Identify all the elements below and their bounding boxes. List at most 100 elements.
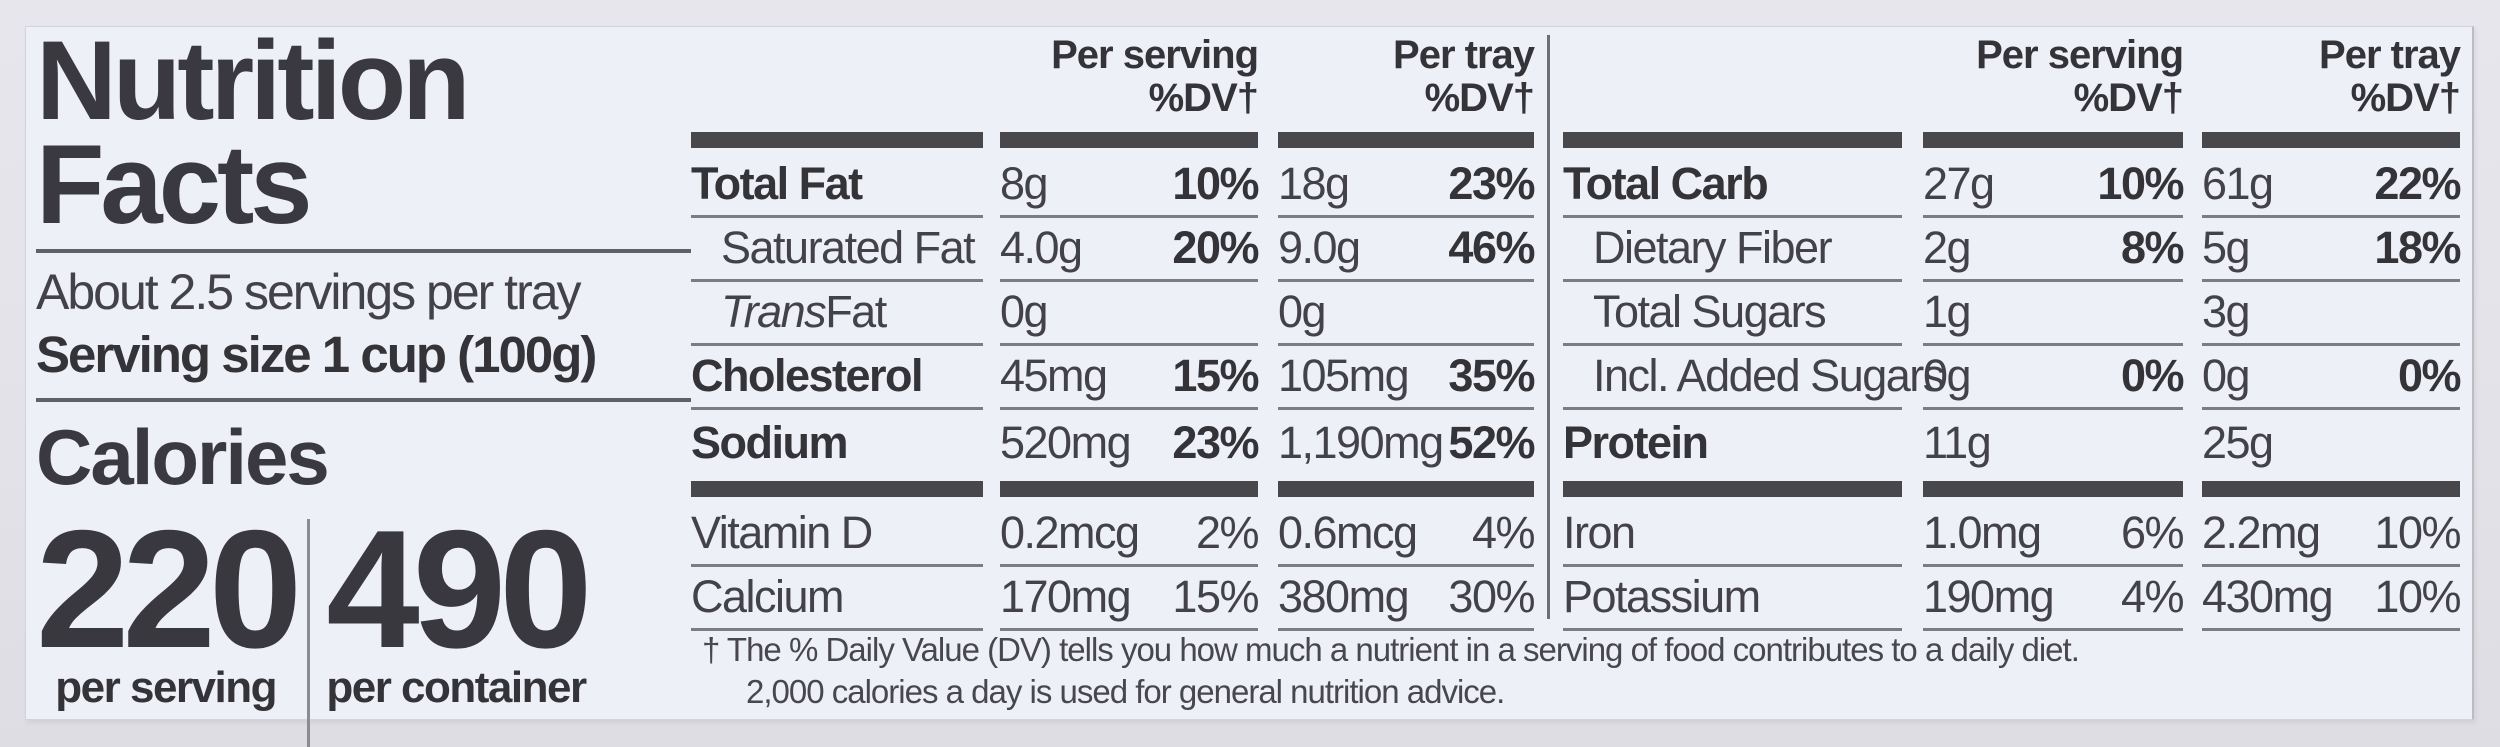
amount-per-tray: 105mg	[1278, 350, 1410, 401]
nutrient-name: Total Fat	[691, 154, 983, 218]
amount-per-tray: 61g	[2202, 158, 2274, 209]
nutrient-row: Potassium 190mg 4% 430mg 10%	[1563, 567, 2461, 631]
nutrient-row: Protein 11g 25g	[1563, 410, 2460, 474]
values-per-tray: 430mg 10%	[2202, 567, 2461, 631]
nutrient-name: Protein	[1563, 417, 1709, 468]
amount-per-tray: 0.6mcg	[1278, 507, 1418, 558]
dv-per-tray: 10%	[2374, 571, 2461, 622]
table-separator-line	[1547, 35, 1550, 619]
calories-values-row: 220 per serving 490 per container	[36, 505, 696, 747]
nutrient-name: Total Sugars	[1563, 282, 1902, 346]
values-per-tray: 0g 0%	[2202, 346, 2462, 410]
values-per-tray: 3g	[2202, 282, 2460, 346]
divider-bar-segment	[1278, 131, 1534, 148]
amount-per-tray: 5g	[2202, 222, 2251, 273]
amount-per-serving: 11g	[1923, 417, 1992, 468]
values-per-serving: 520mg 23%	[1000, 410, 1259, 474]
amount-per-serving: 170mg	[1000, 571, 1132, 622]
footnote-line1: † The % Daily Value (DV) tells you how m…	[702, 631, 2080, 668]
divider-bar-segment	[2202, 131, 2460, 148]
nutrient-row: Saturated Fat 4.0g 20% 9.0g 46%	[691, 218, 1535, 282]
calories-per-container-block: 490 per container	[326, 505, 592, 747]
nutrient-name: Vitamin D	[691, 503, 983, 567]
nutrient-name-italic: Trans	[721, 286, 827, 337]
servings-per-container-text: About 2.5 servings per tray	[36, 264, 582, 321]
values-per-tray: 9.0g 46%	[1278, 218, 1535, 282]
values-per-serving: 170mg 15%	[1000, 567, 1259, 631]
dv-per-serving: 15%	[1172, 350, 1259, 401]
nutrient-row: Calcium 170mg 15% 380mg 30%	[691, 567, 1535, 631]
nutrient-row: Trans Fat 0g 0g	[691, 282, 1534, 346]
dv-per-serving: 10%	[2097, 158, 2184, 209]
dv-header-text: %DV†	[2073, 75, 2184, 120]
divider-rule	[36, 249, 691, 254]
dv-per-serving: 6%	[2120, 507, 2185, 558]
dv-per-tray: 23%	[1448, 158, 1535, 209]
nutrient-name: Total Carb	[1563, 154, 1902, 218]
values-per-tray: 1,190mg 52%	[1278, 410, 1535, 474]
amount-per-serving: 1.0mg	[1923, 507, 2042, 558]
nutrient-name: Dietary Fiber	[1563, 218, 1902, 282]
dv-per-serving: 23%	[1172, 417, 1259, 468]
nutrient-table-carbs-protein-minerals: Per serving %DV† Per tray %DV† Total Car…	[1563, 33, 2462, 631]
divider-bar-segment	[691, 131, 983, 148]
per-tray-header: Per tray %DV†	[1278, 34, 1535, 125]
nutrient-row: Incl. Added Sugars 0g 0% 0g 0%	[1563, 346, 2462, 410]
values-per-serving: 4.0g 20%	[1000, 218, 1259, 282]
dv-header-text: %DV†	[1424, 75, 1535, 120]
dv-per-serving: 20%	[1172, 222, 1259, 273]
values-per-serving: 0.2mcg 2%	[1000, 503, 1260, 567]
dv-per-tray: 4%	[1471, 507, 1536, 558]
divider-bar-segment	[1563, 480, 1902, 497]
values-per-tray: 105mg 35%	[1278, 346, 1535, 410]
values-per-tray: 25g	[2202, 410, 2460, 474]
per-serving-header-text: Per serving	[1051, 33, 1259, 78]
nutrient-row: Total Sugars 1g 3g	[1563, 282, 2460, 346]
dv-per-tray: 35%	[1448, 350, 1535, 401]
dv-per-serving: 2%	[1195, 507, 1260, 558]
dv-per-serving: 8%	[2120, 222, 2185, 273]
nutrient-row: Dietary Fiber 2g 8% 5g 18%	[1563, 218, 2461, 282]
section-divider-bar	[691, 125, 1534, 154]
amount-per-tray: 9.0g	[1278, 222, 1361, 273]
nutrient-row: Total Fat 8g 10% 18g 23%	[691, 154, 1535, 218]
calories-per-serving-label: per serving	[55, 663, 277, 713]
amount-per-serving: 1g	[1923, 286, 1972, 337]
per-serving-header-text: Per serving	[1976, 33, 2184, 78]
dv-per-serving: 10%	[1172, 158, 1259, 209]
nutrient-name: Sodium	[691, 417, 849, 468]
dv-per-tray: 52%	[1448, 417, 1535, 468]
amount-per-serving: 2g	[1923, 222, 1972, 273]
values-per-serving: 0g	[1000, 282, 1258, 346]
values-per-serving: 1g	[1923, 282, 2183, 346]
divider-bar-segment	[2202, 480, 2460, 497]
divider-bar-segment	[1923, 131, 2183, 148]
title-line2: Facts	[36, 122, 313, 248]
per-tray-header-text: Per tray	[2319, 33, 2461, 78]
calories-per-serving-block: 220 per serving	[36, 495, 302, 747]
values-per-tray: 18g 23%	[1278, 154, 1535, 218]
nutrient-name: Potassium	[1563, 567, 1902, 631]
amount-per-tray: 25g	[2202, 417, 2274, 468]
section-divider-bar	[691, 474, 1534, 503]
nutrient-name: Iron	[1563, 503, 1902, 567]
nutrient-row: Iron 1.0mg 6% 2.2mg 10%	[1563, 503, 2461, 567]
section-divider-bar	[1563, 474, 2460, 503]
dv-per-tray: 30%	[1448, 571, 1535, 622]
amount-per-tray: 380mg	[1278, 571, 1410, 622]
amount-per-serving: 45mg	[1000, 350, 1108, 401]
amount-per-tray: 0g	[2202, 350, 2251, 401]
divider-bar-segment	[1000, 131, 1258, 148]
calories-heading: Calories	[36, 413, 330, 502]
nutrition-facts-title: Nutrition Facts	[36, 24, 696, 248]
values-per-serving: 45mg 15%	[1000, 346, 1259, 410]
amount-per-tray: 18g	[1278, 158, 1350, 209]
calories-per-container-label: per container	[326, 663, 587, 713]
per-serving-header: Per serving %DV†	[1923, 33, 2184, 125]
calories-per-serving-value: 220	[36, 495, 302, 684]
dv-per-tray: 0%	[2397, 350, 2462, 401]
amount-per-tray: 430mg	[2202, 571, 2334, 622]
nutrient-rows: Total Carb 27g 10% 61g 22% Dietary Fiber 2g 8% 5…	[1563, 125, 2462, 631]
dv-per-tray: 10%	[2374, 507, 2461, 558]
